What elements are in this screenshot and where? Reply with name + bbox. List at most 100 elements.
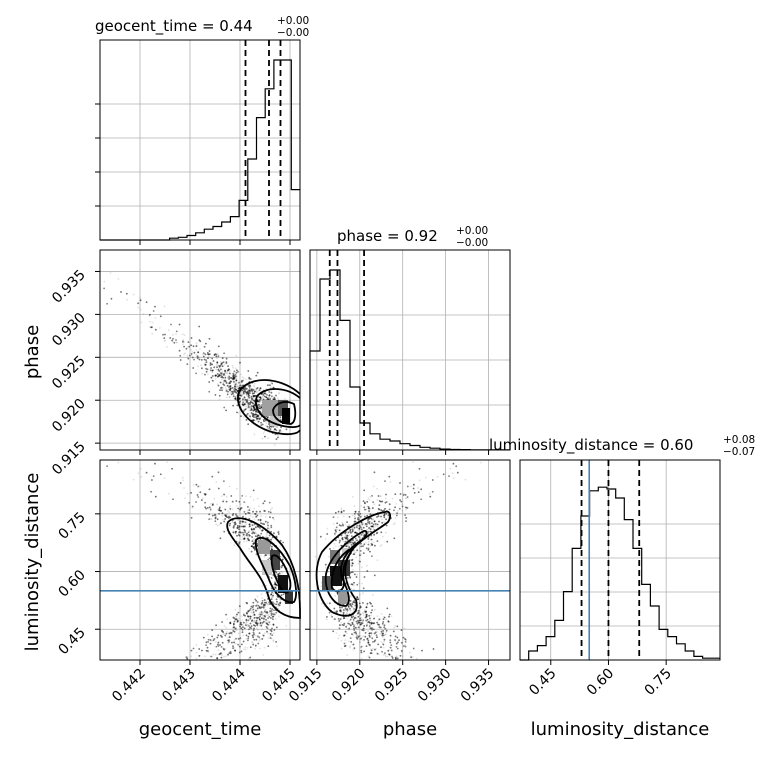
- sample-point: [253, 402, 256, 405]
- sample-point: [275, 645, 278, 648]
- sample-point: [259, 554, 262, 557]
- sample-point: [232, 379, 235, 382]
- sample-point: [243, 377, 245, 380]
- sample-point: [237, 387, 240, 390]
- sample-point: [257, 420, 260, 423]
- sample-point: [176, 341, 179, 344]
- sample-point: [268, 391, 271, 393]
- sample-point: [262, 611, 265, 614]
- sample-point: [159, 315, 162, 318]
- sample-point: [219, 364, 222, 367]
- sample-point: [215, 355, 218, 358]
- sample-point: [232, 377, 235, 380]
- sample-point: [259, 398, 262, 401]
- sample-point: [232, 388, 235, 391]
- sample-point: [227, 376, 230, 379]
- sample-point: [214, 375, 217, 378]
- sample-point: [204, 353, 207, 356]
- sample-point: [249, 507, 251, 510]
- sample-point: [273, 518, 276, 521]
- sample-point: [267, 384, 269, 387]
- sample-point: [231, 364, 234, 367]
- sample-point: [198, 358, 201, 361]
- sample-point: [244, 405, 247, 408]
- sample-point: [233, 377, 236, 380]
- sample-point: [201, 367, 203, 370]
- sample-point: [224, 371, 227, 373]
- sample-point: [280, 570, 283, 573]
- sample-point: [117, 278, 120, 280]
- sample-point: [227, 369, 229, 372]
- sample-point: [228, 376, 231, 378]
- sample-point: [247, 423, 250, 426]
- sample-point: [241, 389, 244, 392]
- sample-point: [225, 389, 228, 392]
- sample-point: [259, 405, 261, 408]
- sample-point: [285, 625, 288, 627]
- sample-point: [255, 417, 258, 420]
- sample-point: [234, 367, 237, 370]
- sample-point: [225, 626, 228, 629]
- sample-point: [241, 393, 244, 396]
- sample-point: [249, 416, 252, 419]
- sample-point: [252, 394, 255, 397]
- sample-point: [223, 373, 225, 375]
- sample-point: [248, 387, 251, 389]
- sample-point: [235, 371, 238, 374]
- sample-point: [260, 421, 262, 424]
- sample-point: [209, 362, 212, 365]
- sample-point: [252, 393, 254, 395]
- sample-point: [235, 382, 238, 384]
- sample-point: [250, 396, 253, 398]
- sample-point: [182, 339, 185, 341]
- sample-point: [211, 363, 214, 366]
- sample-point: [221, 389, 223, 391]
- sample-point: [246, 623, 249, 626]
- sample-point: [187, 341, 190, 343]
- sample-point: [240, 395, 243, 397]
- sample-point: [257, 403, 260, 406]
- sample-point: [234, 642, 237, 645]
- sample-point: [214, 377, 217, 380]
- sample-point: [255, 415, 257, 418]
- sample-point: [208, 353, 211, 356]
- sample-point: [164, 339, 167, 342]
- sample-point: [191, 350, 194, 353]
- sample-point: [169, 337, 172, 339]
- sample-point: [244, 387, 247, 390]
- sample-point: [223, 632, 226, 635]
- sample-point: [238, 397, 241, 400]
- sample-point: [248, 392, 251, 395]
- sample-point: [183, 334, 186, 337]
- sample-point: [255, 391, 258, 394]
- sample-point: [236, 369, 238, 372]
- sample-point: [241, 538, 244, 541]
- sample-point: [228, 511, 231, 514]
- sample-point: [243, 402, 246, 405]
- sample-point: [237, 385, 240, 388]
- title-geocent-time-plus: +0.00: [277, 15, 309, 27]
- sample-point: [268, 527, 271, 530]
- sample-point: [242, 392, 245, 395]
- sample-point: [225, 372, 228, 375]
- sample-point: [239, 373, 242, 376]
- sample-point: [222, 376, 225, 379]
- sample-point: [248, 407, 251, 410]
- sample-point: [258, 505, 260, 508]
- sample-point: [190, 655, 193, 658]
- sample-point: [267, 437, 269, 440]
- sample-point: [209, 503, 212, 505]
- sample-point: [259, 400, 261, 402]
- sample-point: [253, 507, 256, 510]
- scatter-points: [103, 272, 288, 446]
- sample-point: [256, 371, 259, 374]
- sample-point: [249, 415, 252, 418]
- sample-point: [271, 507, 273, 509]
- sample-point: [221, 654, 223, 657]
- sample-point: [204, 362, 206, 365]
- sample-point: [195, 344, 198, 347]
- sample-point: [239, 394, 242, 397]
- sample-point: [228, 378, 231, 380]
- sample-point: [251, 391, 254, 394]
- sample-point: [248, 390, 251, 393]
